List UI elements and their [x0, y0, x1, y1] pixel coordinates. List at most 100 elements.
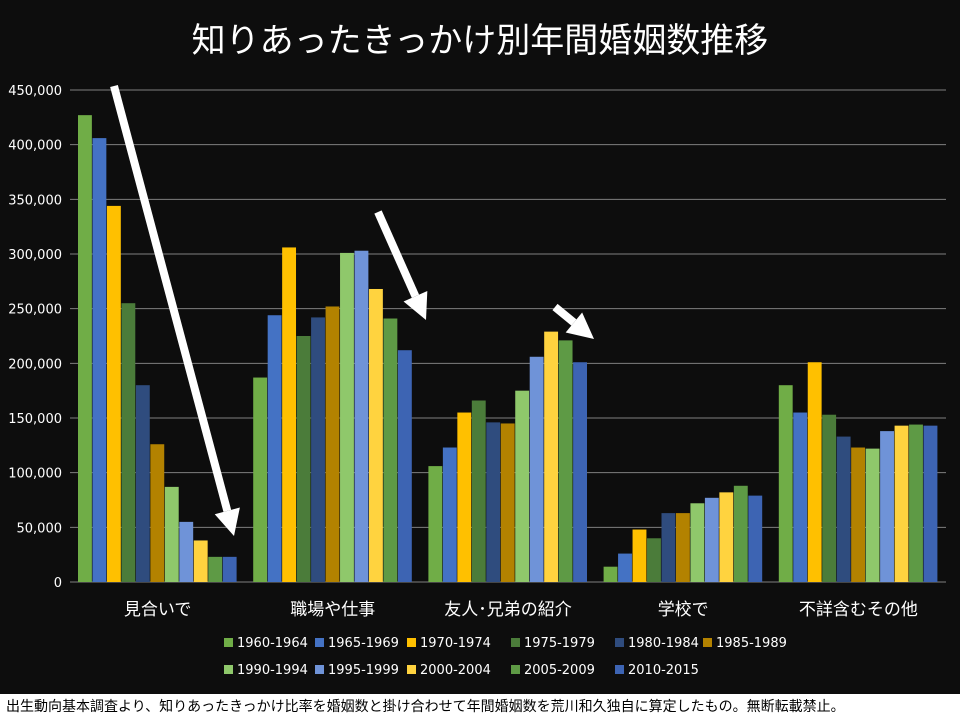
legend-swatch	[615, 638, 624, 647]
bar-1960-1964-0	[78, 115, 92, 582]
legend-item: 2005-2009	[511, 663, 595, 678]
legend-label: 2000-2004	[420, 663, 491, 678]
legend-swatch	[407, 638, 416, 647]
bar-1965-1969-3	[618, 553, 632, 582]
bar-2005-2009-2	[558, 340, 573, 582]
legend-label: 1965-1969	[328, 636, 399, 651]
bar-2010-2015-2	[573, 362, 587, 582]
legend-swatch	[315, 665, 324, 674]
legend-label: 1995-1999	[328, 663, 399, 678]
bar-1990-1994-1	[340, 252, 354, 582]
legend-swatch	[224, 638, 233, 647]
legend-item: 1990-1994	[224, 663, 308, 678]
y-tick-label: 50,000	[17, 521, 63, 536]
legend-swatch	[407, 665, 416, 674]
legend-label: 2010-2015	[628, 663, 699, 678]
bar-1990-1994-4	[865, 448, 880, 582]
legend-swatch	[224, 665, 233, 674]
bar-1990-1994-3	[690, 503, 705, 582]
legend-swatch	[703, 638, 712, 647]
x-tick-label: 職場や仕事	[290, 600, 375, 620]
bar-2010-2015-1	[397, 350, 412, 582]
bars	[78, 115, 938, 583]
legend: 1960-1964 1965-1969 1970-1974 1975-1979 1980…	[224, 636, 787, 678]
y-tick-label: 200,000	[8, 357, 62, 372]
y-tick-label: 400,000	[8, 139, 62, 154]
bar-1975-1979-2	[471, 400, 486, 582]
bar-1960-1964-2	[428, 466, 443, 582]
footer-note: 出生動向基本調査より、知りあったきっかけ比率を婚姻数と掛け合わせて年間婚姻数を荒…	[0, 694, 960, 720]
legend-label: 1960-1964	[237, 636, 308, 651]
chart: 知りあったきっかけ別年間婚姻数推移 0 50,000 100,000 150,000 2…	[8, 21, 946, 678]
bar-1965-1969-4	[793, 412, 808, 582]
bar-2000-2004-0	[193, 540, 208, 582]
legend-item: 1960-1964	[224, 636, 308, 651]
trend-arrow	[110, 84, 240, 536]
bar-1990-1994-0	[164, 486, 179, 582]
trend-arrow	[552, 303, 594, 339]
legend-label: 1970-1974	[420, 636, 491, 651]
bar-2005-2009-1	[383, 318, 398, 582]
bar-2010-2015-4	[923, 425, 938, 582]
bar-1975-1979-4	[822, 414, 837, 582]
bar-2010-2015-3	[748, 495, 763, 582]
bar-1980-1984-4	[836, 436, 851, 582]
legend-swatch	[615, 665, 624, 674]
bar-2000-2004-3	[719, 492, 734, 582]
bar-1985-1989-4	[851, 447, 866, 582]
legend-swatch	[511, 638, 520, 647]
bar-1970-1974-0	[106, 205, 121, 583]
trend-arrows	[110, 84, 594, 536]
bar-1960-1964-3	[603, 566, 618, 582]
y-tick-label: 100,000	[8, 467, 62, 482]
y-tick-label: 300,000	[8, 248, 62, 263]
legend-item: 1975-1979	[511, 636, 595, 651]
bar-1985-1989-0	[150, 444, 165, 582]
bar-1975-1979-3	[647, 538, 661, 582]
bar-2005-2009-0	[208, 556, 223, 582]
bar-1975-1979-0	[121, 303, 136, 582]
legend-item: 1965-1969	[315, 636, 399, 651]
bar-2000-2004-2	[544, 331, 559, 582]
bar-1965-1969-0	[92, 138, 107, 582]
bar-1995-1999-3	[704, 497, 719, 582]
y-tick-label: 250,000	[8, 303, 62, 318]
bar-1990-1994-2	[515, 390, 530, 582]
x-tick-label: 見合いで	[124, 600, 192, 620]
legend-swatch	[315, 638, 324, 647]
legend-label: 2005-2009	[524, 663, 595, 678]
legend-item: 2000-2004	[407, 663, 491, 678]
legend-label: 1985-1989	[716, 636, 787, 651]
x-tick-label: 不詳含むその他	[799, 600, 918, 620]
bar-1975-1979-1	[296, 336, 311, 582]
bar-1985-1989-2	[500, 423, 515, 582]
y-tick-label: 450,000	[8, 84, 62, 99]
legend-item: 1970-1974	[407, 636, 491, 651]
y-tick-label: 150,000	[8, 412, 62, 427]
bar-1980-1984-1	[311, 317, 325, 582]
bar-2000-2004-4	[894, 425, 909, 582]
bar-1970-1974-3	[632, 529, 647, 582]
bar-1970-1974-1	[282, 247, 297, 582]
legend-item: 1995-1999	[315, 663, 399, 678]
legend-label: 1980-1984	[628, 636, 699, 651]
legend-label: 1975-1979	[524, 636, 595, 651]
bar-1980-1984-2	[486, 422, 501, 582]
bar-1970-1974-4	[807, 362, 822, 582]
chart-title: 知りあったきっかけ別年間婚姻数推移	[192, 21, 769, 61]
bar-1960-1964-1	[253, 377, 268, 582]
bar-1985-1989-1	[325, 306, 340, 582]
bar-2005-2009-3	[733, 485, 748, 582]
x-tick-label: 友人･兄弟の紹介	[444, 600, 572, 620]
x-axis-ticks: 見合いで 職場や仕事 友人･兄弟の紹介 学校で 不詳含むその他	[124, 600, 918, 620]
bar-1965-1969-2	[442, 447, 457, 582]
bar-1970-1974-2	[457, 412, 472, 582]
trend-arrow	[374, 210, 428, 320]
legend-item: 1985-1989	[703, 636, 787, 651]
bar-1965-1969-1	[267, 315, 282, 582]
legend-item: 2010-2015	[615, 663, 699, 678]
x-tick-label: 学校で	[658, 600, 709, 620]
y-axis-ticks: 0 50,000 100,000 150,000 200,000 250,000 300,0…	[8, 84, 62, 591]
bar-1995-1999-2	[529, 356, 544, 582]
legend-item: 1980-1984	[615, 636, 699, 651]
